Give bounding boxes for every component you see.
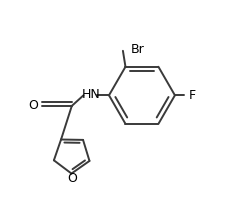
Text: O: O bbox=[28, 99, 38, 111]
Text: O: O bbox=[68, 172, 78, 185]
Text: F: F bbox=[188, 89, 196, 102]
Text: HN: HN bbox=[82, 88, 101, 101]
Text: Br: Br bbox=[131, 43, 145, 56]
